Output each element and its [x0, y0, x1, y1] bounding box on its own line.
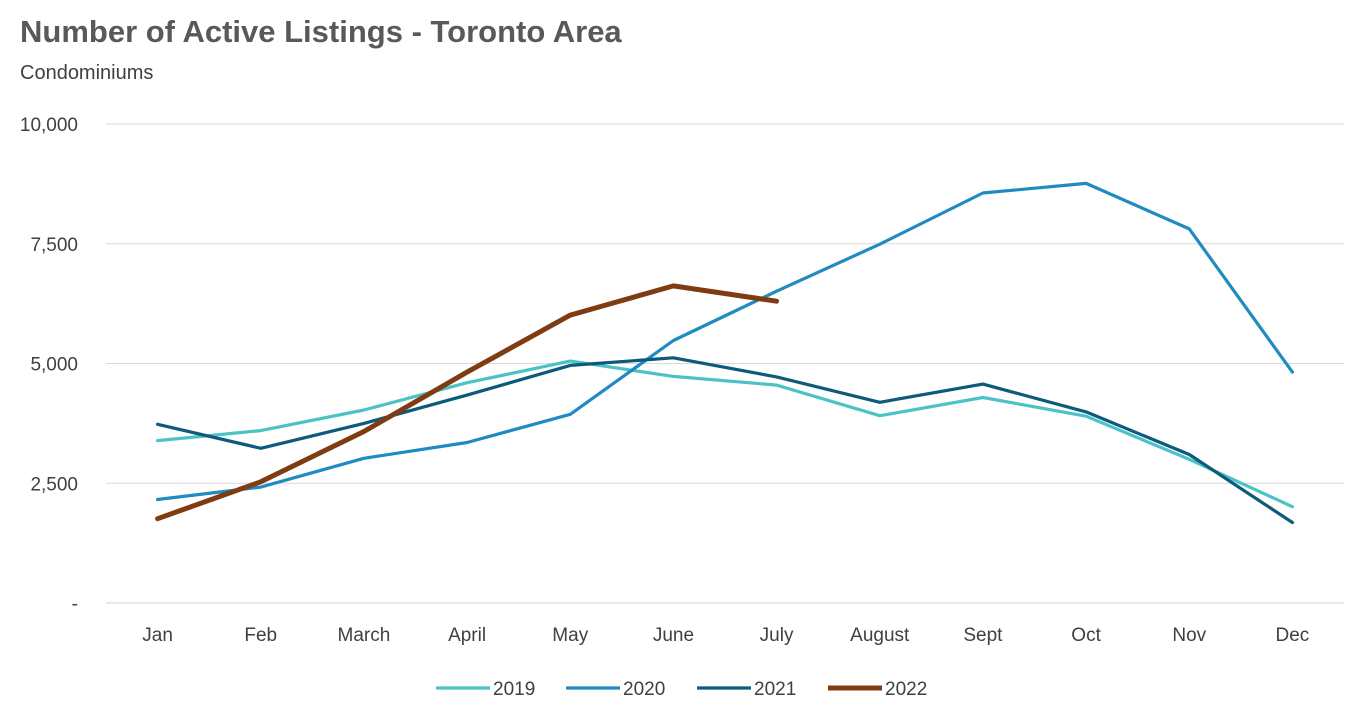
x-tick-label: June [653, 625, 694, 646]
chart-title: Number of Active Listings - Toronto Area [20, 14, 622, 49]
chart-subtitle: Condominiums [20, 62, 154, 84]
series-line-2021 [156, 356, 1295, 525]
series-line-2020 [156, 181, 1295, 502]
y-tick-label: 10,000 [20, 115, 78, 136]
legend-label-2019: 2019 [493, 679, 535, 700]
series-line-2019 [156, 359, 1295, 509]
y-tick-label: 7,500 [30, 235, 78, 256]
y-tick-label: 2,500 [30, 474, 78, 495]
x-tick-label: Feb [244, 625, 277, 646]
x-tick-label: August [850, 625, 910, 646]
y-tick-label: 5,000 [30, 355, 78, 376]
x-tick-label: March [338, 625, 391, 646]
x-tick-label: Oct [1071, 625, 1101, 646]
legend-label-2020: 2020 [623, 679, 665, 700]
legend: 2019 2020 2021 2022 [436, 679, 927, 700]
x-tick-label: Dec [1276, 625, 1310, 646]
x-axis-ticks: Jan Feb March April May June July August Sept Oct… [142, 625, 1309, 646]
series-lines [155, 181, 1295, 525]
x-tick-label: July [760, 625, 794, 646]
x-tick-label: Nov [1172, 625, 1206, 646]
legend-label-2021: 2021 [754, 679, 796, 700]
x-tick-label: Jan [142, 625, 173, 646]
y-tick-label: - [72, 594, 78, 615]
x-tick-label: April [448, 625, 486, 646]
series-line-2022 [155, 283, 780, 522]
x-tick-label: May [552, 625, 588, 646]
y-axis-ticks: - 2,500 5,000 7,500 10,000 [20, 115, 78, 615]
gridlines [106, 123, 1344, 604]
x-tick-label: Sept [963, 625, 1003, 646]
legend-label-2022: 2022 [885, 679, 927, 700]
